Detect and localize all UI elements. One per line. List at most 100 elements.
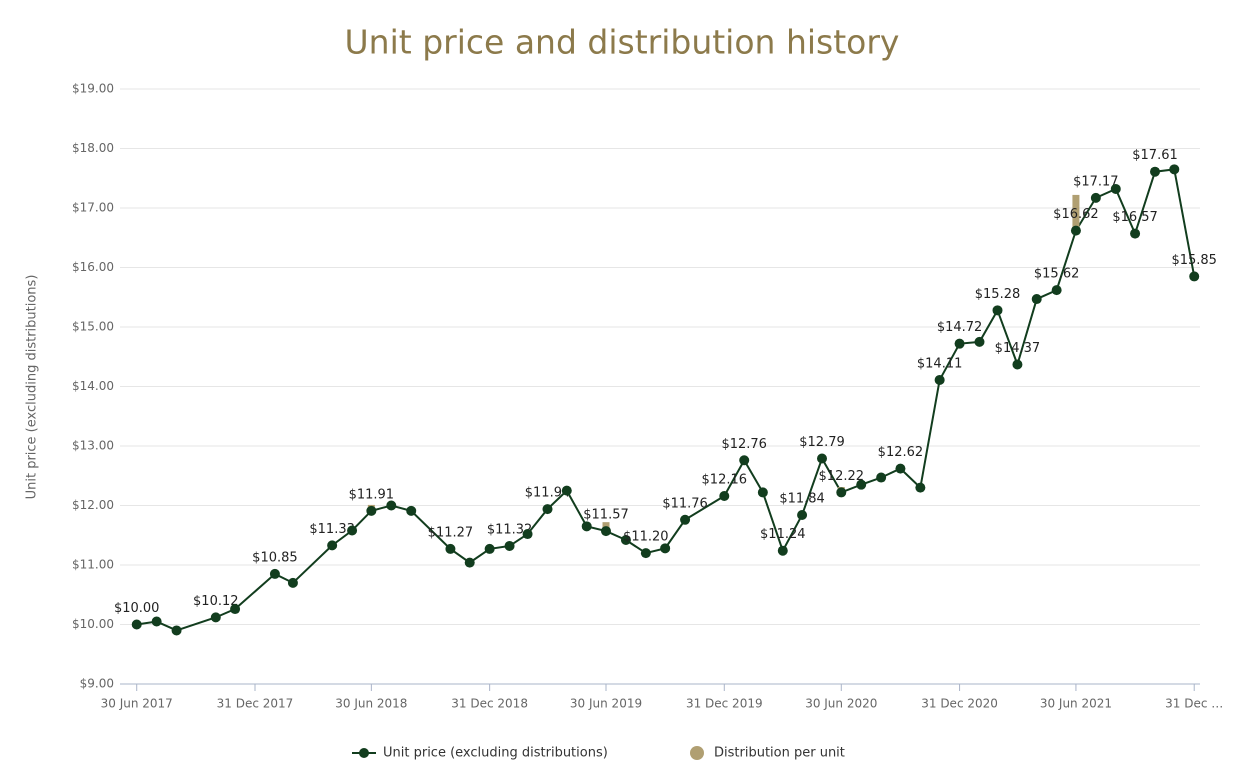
data-label: $11.91 — [349, 487, 395, 502]
y-tick-label: $18.00 — [72, 141, 114, 155]
x-tick-label: 31 Dec 2018 — [451, 697, 528, 711]
price-point — [757, 487, 768, 498]
price-point — [620, 535, 631, 546]
price-point — [131, 619, 142, 630]
data-label: $11.84 — [779, 492, 825, 507]
legend-label: Distribution per unit — [714, 746, 845, 761]
y-tick-label: $12.00 — [72, 498, 114, 512]
price-point — [366, 505, 377, 516]
price-point — [719, 490, 730, 501]
price-point — [601, 526, 611, 537]
price-point — [171, 625, 182, 636]
price-point — [484, 543, 495, 554]
price-point — [797, 510, 808, 521]
data-label: $14.11 — [917, 356, 963, 371]
y-tick-label: $13.00 — [72, 439, 114, 453]
x-tick-label: 30 Jun 2020 — [805, 697, 877, 711]
y-tick-label: $16.00 — [72, 260, 114, 274]
chart-title: Unit price and distribution history — [345, 23, 900, 62]
data-label: $15.85 — [1171, 253, 1217, 268]
y-tick-label: $19.00 — [72, 82, 114, 96]
price-point — [777, 545, 788, 556]
data-label: $10.85 — [252, 550, 298, 565]
data-label: $11.27 — [428, 525, 474, 540]
x-tick-label: 30 Jun 2019 — [570, 697, 642, 711]
x-tick-label: 30 Jun 2021 — [1040, 697, 1112, 711]
data-label: $11.76 — [662, 496, 708, 511]
data-label: $16.62 — [1053, 207, 1099, 222]
price-point — [974, 336, 985, 347]
legend-marker — [690, 746, 704, 760]
y-tick-label: $14.00 — [72, 379, 114, 393]
price-point — [1110, 183, 1121, 194]
data-label: $14.72 — [937, 320, 983, 335]
price-point — [1051, 285, 1062, 296]
distribution-bar — [1072, 194, 1080, 231]
data-label: $17.17 — [1073, 174, 1119, 189]
data-label: $11.32 — [487, 522, 533, 537]
price-point — [817, 453, 827, 464]
y-tick-label: $11.00 — [72, 558, 114, 572]
data-label: $11.94 — [525, 486, 571, 501]
data-label: $15.28 — [975, 287, 1021, 302]
x-tick-label: 30 Jun 2018 — [335, 697, 407, 711]
legend-marker — [359, 748, 369, 758]
price-point — [1090, 192, 1101, 203]
price-point — [522, 529, 533, 540]
data-label: $12.76 — [721, 437, 767, 452]
price-point — [1189, 271, 1200, 282]
data-label: $11.24 — [760, 527, 806, 542]
price-point — [151, 616, 162, 627]
y-tick-label: $17.00 — [72, 201, 114, 215]
data-label: $11.33 — [309, 522, 355, 537]
data-label: $12.22 — [819, 469, 865, 484]
data-label: $17.61 — [1132, 148, 1178, 163]
price-point — [347, 525, 358, 536]
price-point — [287, 577, 298, 588]
price-point — [836, 487, 847, 498]
price-point — [934, 374, 945, 385]
price-point — [1031, 294, 1042, 305]
price-point — [1070, 225, 1081, 236]
price-point — [269, 568, 280, 579]
price-point — [895, 463, 906, 474]
data-label: $12.16 — [702, 472, 748, 487]
legend-label: Unit price (excluding distributions) — [383, 746, 608, 761]
data-label: $16.57 — [1112, 210, 1158, 225]
data-label: $12.62 — [878, 445, 924, 460]
data-label: $14.37 — [995, 341, 1041, 356]
price-point — [561, 485, 572, 496]
price-point — [210, 612, 221, 623]
price-point — [640, 548, 651, 559]
data-label: $11.20 — [623, 530, 669, 545]
price-point — [406, 505, 417, 516]
price-point — [542, 504, 553, 515]
price-point — [856, 479, 867, 490]
data-label: $15.62 — [1034, 267, 1080, 282]
x-tick-label: 31 Dec 2017 — [217, 697, 294, 711]
price-point — [230, 604, 241, 615]
price-point — [954, 338, 965, 349]
price-point — [680, 514, 691, 525]
y-tick-label: $10.00 — [72, 617, 114, 631]
price-point — [386, 500, 397, 511]
y-tick-label: $15.00 — [72, 320, 114, 334]
x-tick-label: 30 Jun 2017 — [101, 697, 173, 711]
price-point — [504, 540, 515, 551]
data-label: $12.79 — [799, 435, 845, 450]
price-point — [1169, 164, 1180, 175]
price-point — [992, 305, 1003, 316]
price-point — [915, 482, 926, 493]
x-tick-label: 31 Dec … — [1165, 697, 1223, 711]
price-point — [739, 455, 750, 466]
price-point — [327, 540, 338, 551]
price-point — [581, 521, 592, 532]
price-point — [464, 557, 475, 568]
price-point — [445, 543, 456, 554]
y-tick-label: $9.00 — [80, 677, 114, 691]
price-point — [1130, 228, 1141, 239]
price-point — [1012, 359, 1023, 370]
data-label: $10.12 — [193, 594, 239, 609]
x-tick-label: 31 Dec 2019 — [686, 697, 763, 711]
